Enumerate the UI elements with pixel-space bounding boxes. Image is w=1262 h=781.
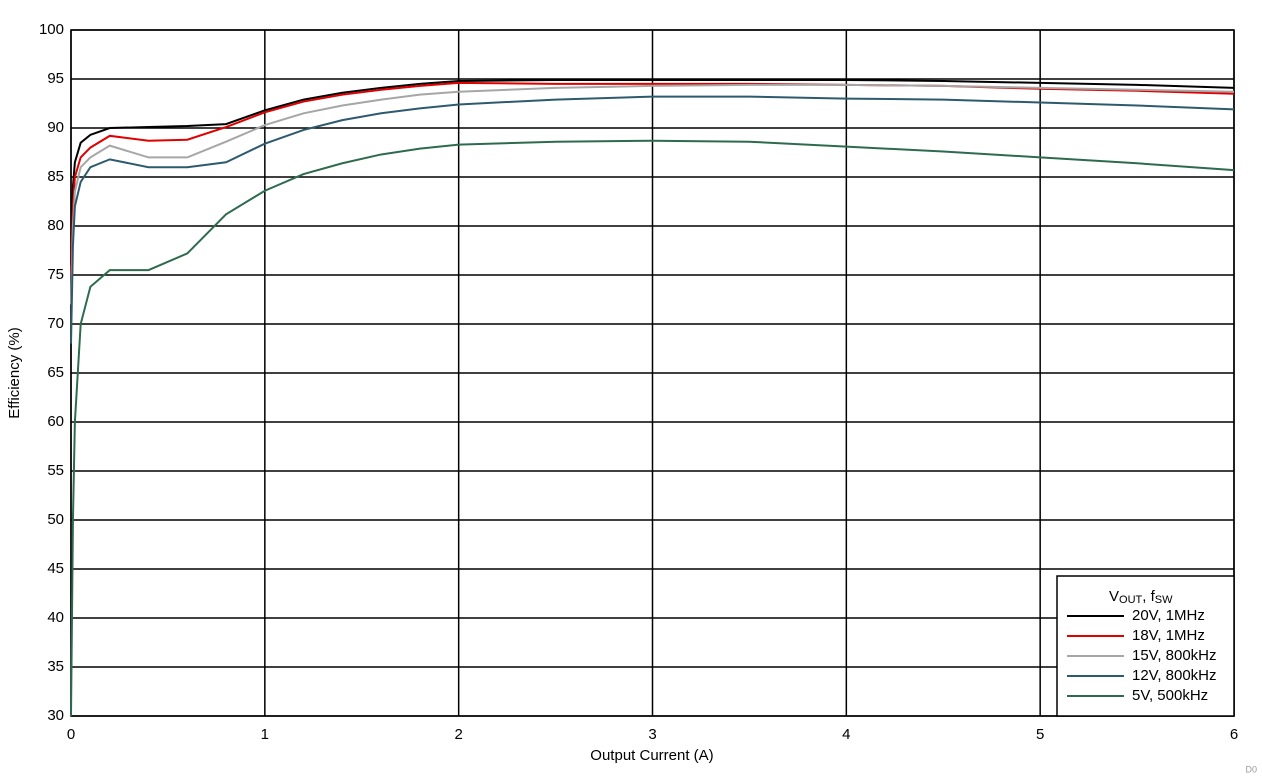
y-tick-label: 45 — [47, 560, 64, 577]
legend-title-part: V — [1109, 588, 1119, 605]
data-line — [70, 139, 1235, 717]
legend-label: 5V, 500kHz — [1132, 687, 1208, 704]
data-line — [70, 78, 1235, 266]
y-tick-label: 50 — [47, 511, 64, 528]
y-tick-label: 90 — [47, 119, 64, 136]
x-tick-label: 4 — [842, 726, 850, 743]
legend-label: 18V, 1MHz — [1132, 627, 1205, 644]
y-tick-label: 35 — [47, 658, 64, 675]
y-tick-label: 95 — [47, 70, 64, 87]
y-tick-label: 100 — [39, 21, 64, 38]
x-tick-label: 3 — [648, 726, 656, 743]
x-axis-label: Output Current (A) — [590, 747, 713, 764]
legend-title-part: SW — [1155, 594, 1173, 606]
legend-label: 15V, 800kHz — [1132, 647, 1217, 664]
x-tick-label: 1 — [261, 726, 269, 743]
x-tick-label: 6 — [1230, 726, 1238, 743]
data-line — [70, 83, 1235, 305]
legend-title-part: OUT — [1119, 594, 1143, 606]
x-tick-label: 0 — [67, 726, 75, 743]
y-axis-label: Efficiency (%) — [6, 327, 23, 418]
y-tick-label: 70 — [47, 315, 64, 332]
legend-box — [1056, 575, 1235, 717]
y-tick-label: 85 — [47, 168, 64, 185]
annotation: D0 — [1245, 764, 1257, 774]
y-tick-label: 40 — [47, 609, 64, 626]
y-tick-label: 65 — [47, 364, 64, 381]
y-tick-label: 75 — [47, 266, 64, 283]
data-line — [70, 95, 1235, 344]
y-tick-label: 55 — [47, 462, 64, 479]
x-tick-label: 2 — [454, 726, 462, 743]
y-tick-label: 80 — [47, 217, 64, 234]
y-tick-label: 30 — [47, 707, 64, 724]
legend-label: 12V, 800kHz — [1132, 667, 1217, 684]
legend-label: 20V, 1MHz — [1132, 607, 1205, 624]
legend-title-part: , f — [1142, 588, 1155, 605]
y-tick-label: 60 — [47, 413, 64, 430]
x-tick-label: 5 — [1036, 726, 1044, 743]
legend-title: VOUT, fSW — [1109, 588, 1173, 606]
